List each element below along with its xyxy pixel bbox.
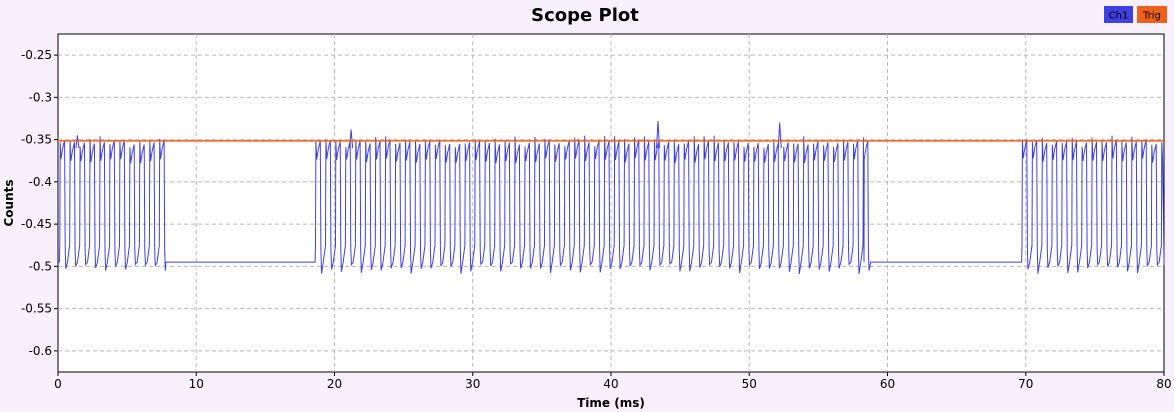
legend-label-trig: Trig	[1142, 11, 1161, 22]
y-tick-label: -0.55	[21, 302, 52, 316]
x-tick-label: 40	[603, 377, 618, 391]
x-tick-label: 10	[189, 377, 204, 391]
legend: Ch1 Trig	[1104, 6, 1167, 23]
x-tick-label: 70	[1018, 377, 1033, 391]
x-axis-label: Time (ms)	[577, 396, 645, 410]
x-tick-label: 0	[54, 377, 62, 391]
ch1-peak	[75, 135, 80, 149]
y-tick-label: -0.6	[29, 344, 52, 358]
y-axis-label: Counts	[2, 179, 16, 226]
x-axis-ticks: 0 10 20 30 40 50 60 70 80	[54, 372, 1172, 391]
ch1-peak	[777, 122, 782, 149]
y-axis-ticks: -0.25 -0.3 -0.35 -0.4 -0.45 -0.5 -0.55 -0.6	[21, 48, 58, 358]
x-tick-label: 80	[1156, 377, 1171, 391]
y-tick-label: -0.45	[21, 217, 52, 231]
ch1-peak	[656, 120, 660, 149]
y-tick-label: -0.35	[21, 133, 52, 147]
legend-swatch-ch1	[1104, 6, 1133, 23]
y-tick-label: -0.3	[29, 90, 52, 104]
x-tick-label: 60	[880, 377, 895, 391]
legend-label-ch1: Ch1	[1109, 11, 1129, 22]
chart-title: Scope Plot	[531, 5, 639, 26]
x-tick-label: 20	[327, 377, 342, 391]
y-tick-label: -0.25	[21, 48, 52, 62]
ch1-peak	[349, 129, 354, 149]
y-tick-label: -0.5	[29, 259, 52, 273]
traces	[58, 120, 1165, 274]
x-tick-label: 50	[742, 377, 757, 391]
series-line-ch1	[58, 135, 1165, 274]
y-tick-label: -0.4	[29, 175, 52, 189]
legend-swatch-trig	[1137, 6, 1167, 23]
x-tick-label: 30	[465, 377, 480, 391]
grid	[58, 34, 1164, 372]
